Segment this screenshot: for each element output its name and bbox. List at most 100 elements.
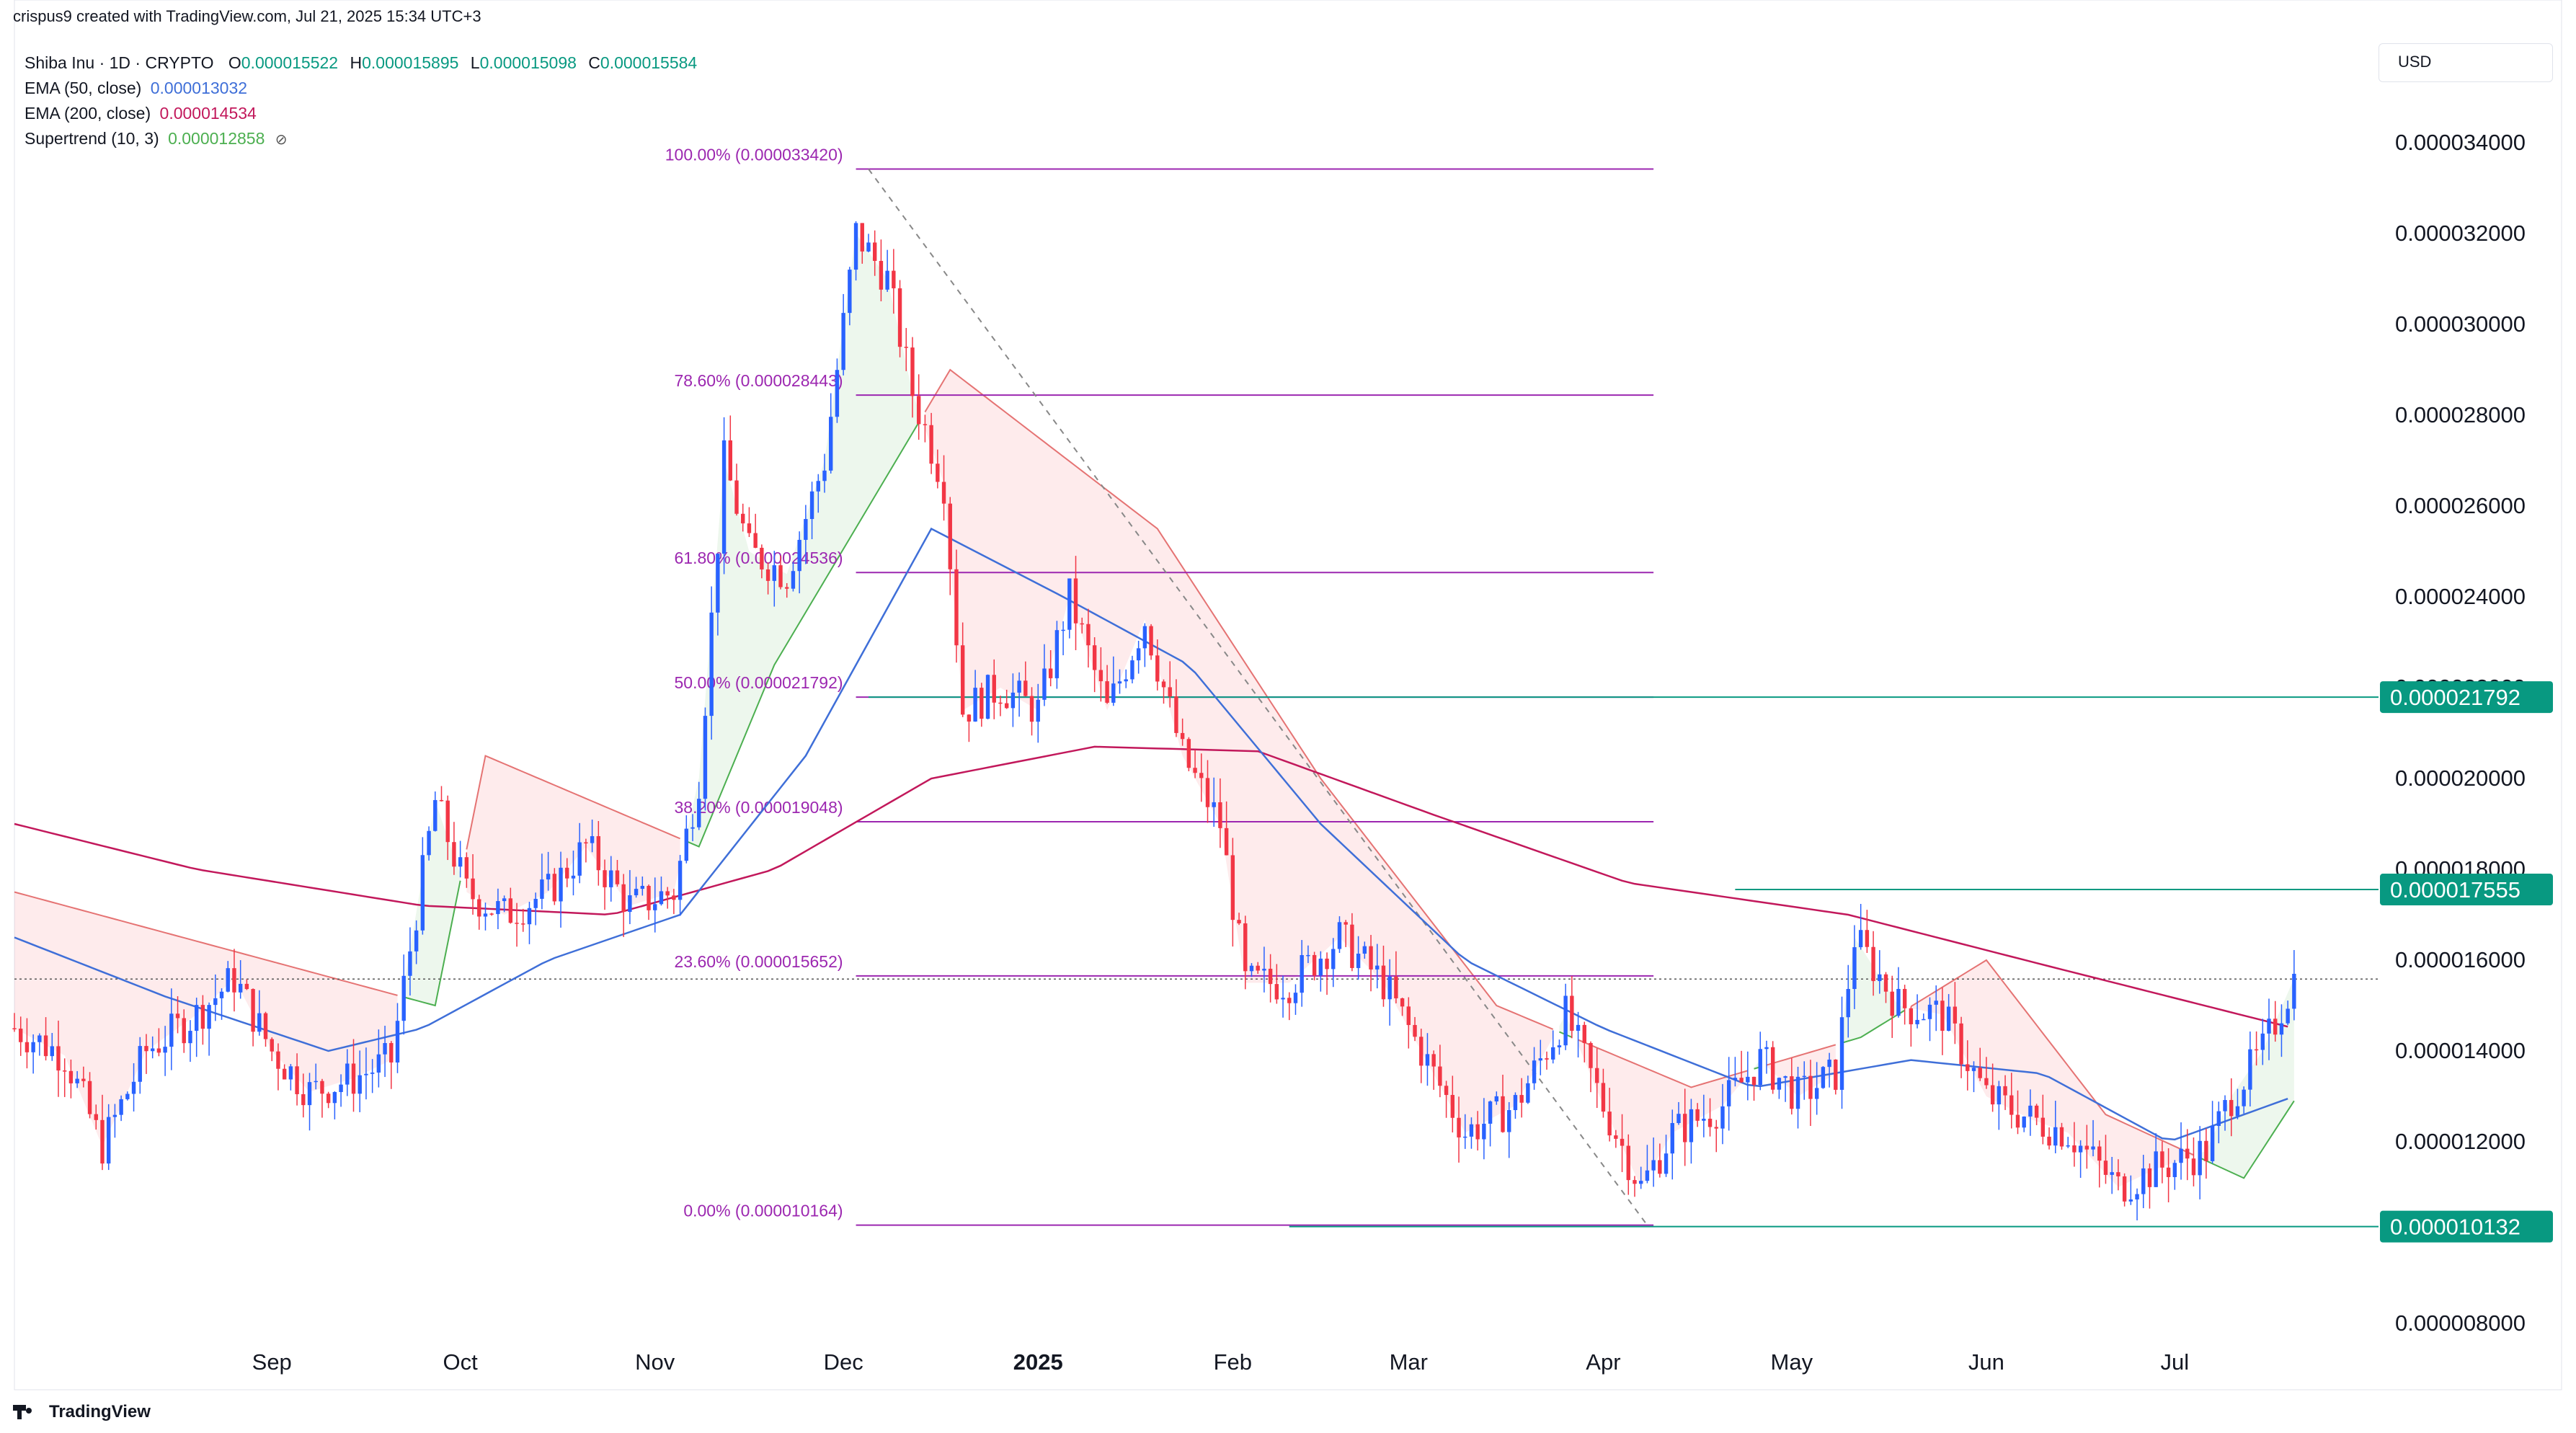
candle-body [1161, 681, 1166, 688]
candle-body [75, 1078, 79, 1083]
candle-body [1149, 626, 1153, 656]
candle-body [615, 870, 620, 884]
candle-body [1312, 954, 1317, 976]
legend-ema50-row[interactable]: EMA (50, close) 0.000013032 [25, 76, 697, 101]
legend-ema200-row[interactable]: EMA (200, close) 0.000014534 [25, 101, 697, 126]
candle-body [992, 675, 996, 703]
candle-body [829, 417, 833, 471]
ema50-value: 0.000013032 [150, 79, 248, 97]
candle-body [2160, 1151, 2164, 1168]
candle-body [703, 716, 708, 799]
legend-symbol-row: Shiba Inu · 1D · CRYPTO O0.000015522 H0.… [25, 50, 697, 76]
candle-body [1997, 1086, 2002, 1105]
candle-body [577, 842, 582, 876]
candle-body [1814, 1088, 1819, 1099]
candle-body [1589, 1043, 1593, 1068]
candle-body [1582, 1024, 1586, 1044]
tradingview-footer: TradingView [13, 1402, 151, 1422]
fib-level-label: 78.60% (0.000028443) [675, 371, 843, 390]
candle-body [1281, 998, 1285, 1000]
candle-body [791, 571, 796, 589]
supertrend-line [1910, 959, 2194, 1156]
candle-body [25, 1042, 30, 1052]
candle-body [1356, 954, 1361, 968]
candle-body [1808, 1075, 1813, 1099]
price-tag: 0.000017555 [2380, 874, 2553, 906]
candle-body [1124, 679, 1128, 682]
candle-body [521, 923, 525, 925]
candle-body [1061, 629, 1065, 631]
candle-body [1180, 732, 1185, 740]
candle-body [1802, 1075, 1806, 1078]
candle-body [87, 1081, 92, 1114]
candle-body [395, 1021, 400, 1062]
symbol-title[interactable]: Shiba Inu · 1D · CRYPTO [25, 53, 214, 72]
candle-body [809, 491, 814, 520]
candle-body [1011, 692, 1016, 709]
candle-body [496, 901, 500, 915]
candle-body [860, 223, 864, 252]
candle-body [929, 425, 933, 464]
candle-body [734, 480, 739, 514]
candle-body [131, 1081, 136, 1094]
candle-body [1230, 855, 1235, 920]
candle-body [213, 998, 218, 1006]
candle-body [1764, 1047, 1769, 1050]
candle-body [232, 968, 236, 993]
candle-body [1978, 1068, 1982, 1078]
candle-body [182, 1018, 186, 1044]
x-tick-label: Apr [1586, 1349, 1620, 1375]
chart-attribution: crispus9 created with TradingView.com, J… [13, 7, 481, 26]
currency-selector[interactable] [2379, 43, 2553, 82]
author-name: crispus9 [13, 7, 72, 25]
candle-body [1105, 681, 1109, 703]
candle-body [31, 1042, 35, 1052]
candle-body [936, 463, 940, 482]
candle-body [2053, 1127, 2058, 1146]
candle-body [1092, 645, 1097, 670]
candle-body [439, 799, 444, 802]
candle-body [1142, 626, 1147, 649]
candle-body [2135, 1194, 2139, 1200]
candle-body [1777, 1078, 1782, 1090]
y-tick-label: 0.000016000 [2395, 947, 2526, 972]
candle-body [50, 1046, 54, 1057]
candle-body [2191, 1158, 2196, 1176]
candle-body [2172, 1163, 2177, 1177]
candle-body [1513, 1095, 1518, 1111]
candle-body [1834, 1059, 1838, 1090]
legend-supertrend-row[interactable]: Supertrend (10, 3) 0.000012858 ⊘ [25, 126, 697, 153]
candle-body [1607, 1112, 1612, 1136]
candle-body [188, 1031, 192, 1044]
candle-body [753, 533, 758, 548]
eye-off-icon[interactable]: ⊘ [275, 132, 288, 148]
candle-body [778, 565, 783, 587]
tradingview-logo-icon [13, 1405, 42, 1419]
currency-label[interactable]: USD [2398, 53, 2432, 71]
candle-body [1639, 1181, 1643, 1184]
candle-body [1331, 949, 1336, 970]
candle-body [879, 260, 884, 290]
candle-body [2015, 1114, 2020, 1128]
candle-body [1318, 958, 1323, 976]
candle-body [270, 1039, 274, 1052]
candle-body [797, 539, 801, 572]
candle-body [916, 396, 921, 425]
candle-body [2279, 1023, 2284, 1035]
candle-body [445, 800, 450, 843]
candle-body [483, 913, 488, 917]
candle-body [63, 1070, 67, 1072]
candle-body [464, 857, 469, 879]
candle-body [2141, 1168, 2146, 1194]
x-tick-label: Feb [1214, 1349, 1252, 1375]
candle-body [288, 1066, 293, 1080]
candle-body [112, 1114, 117, 1117]
candle-body [923, 424, 928, 425]
candle-body [1751, 1076, 1756, 1086]
candle-body [1469, 1124, 1474, 1137]
candles [12, 221, 2296, 1221]
ema50-label: EMA (50, close) [25, 79, 142, 97]
candle-body [1758, 1049, 1762, 1086]
candle-body [401, 975, 406, 1021]
